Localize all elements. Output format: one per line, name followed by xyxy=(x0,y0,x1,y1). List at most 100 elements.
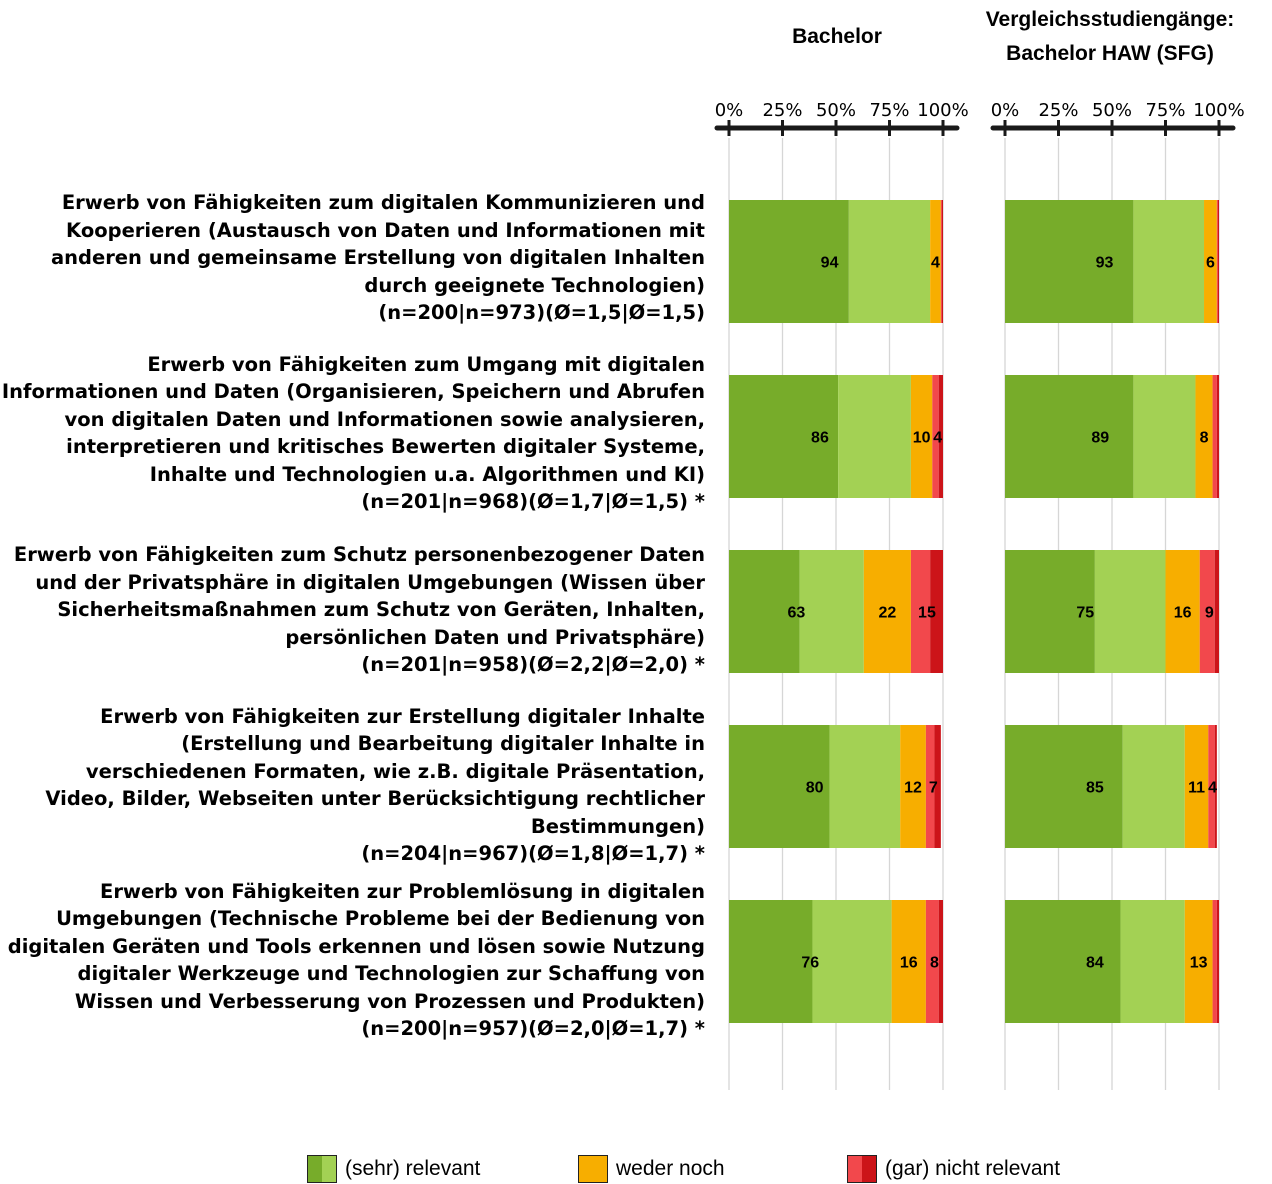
data-label: 9 xyxy=(1205,605,1214,622)
bar-segment xyxy=(1120,900,1185,1023)
bar-segment xyxy=(930,550,943,673)
bar-segment xyxy=(1165,550,1200,673)
bar-segment xyxy=(1133,200,1205,323)
bar-segment xyxy=(799,550,864,673)
bar-segment xyxy=(1212,375,1217,498)
legend-item: (gar) nicht relevant xyxy=(847,1154,1060,1184)
tick-label: 100% xyxy=(1193,100,1244,121)
bar-segment xyxy=(1122,725,1185,848)
tick-label: 0% xyxy=(715,100,744,121)
data-label: 8 xyxy=(1200,430,1209,447)
data-label: 4 xyxy=(1208,780,1217,797)
bar-segment xyxy=(1208,725,1215,848)
bar-segment xyxy=(925,900,939,1023)
legend-swatch xyxy=(578,1155,608,1183)
bar-segment xyxy=(1216,375,1219,498)
bar-segment xyxy=(1214,725,1217,848)
bar-segment xyxy=(1005,200,1134,323)
bar-segment xyxy=(1005,375,1134,498)
bar-segment xyxy=(938,900,943,1023)
legend-item: weder noch xyxy=(578,1154,725,1184)
legend-swatch xyxy=(847,1155,877,1183)
bar-segment xyxy=(729,200,849,323)
tick-label: 100% xyxy=(917,100,968,121)
data-label: 76 xyxy=(801,955,819,972)
data-label: 10 xyxy=(913,430,931,447)
bar-segment xyxy=(1199,550,1215,673)
bar-segment xyxy=(1005,900,1121,1023)
tick-label: 25% xyxy=(1038,100,1078,121)
data-label: 22 xyxy=(878,605,896,622)
bar-segment xyxy=(1204,200,1217,323)
data-label: 16 xyxy=(900,955,918,972)
bar-segment xyxy=(1005,725,1123,848)
data-label: 93 xyxy=(1096,255,1114,272)
bar-segment xyxy=(1133,375,1196,498)
data-label: 16 xyxy=(1174,605,1192,622)
bar-segment xyxy=(863,550,911,673)
tick-label: 25% xyxy=(762,100,802,121)
bar-segment xyxy=(900,725,926,848)
data-label: 94 xyxy=(821,255,839,272)
data-label: 75 xyxy=(1076,605,1094,622)
bar-segment xyxy=(729,550,800,673)
category-label: Erwerb von Fähigkeiten zum digitalen Kom… xyxy=(50,191,705,325)
data-label: 7 xyxy=(929,780,938,797)
data-label: 12 xyxy=(904,780,922,797)
data-label: 13 xyxy=(1190,955,1208,972)
data-label: 8 xyxy=(930,955,939,972)
bar-segment xyxy=(729,375,839,498)
data-label: 89 xyxy=(1091,430,1109,447)
bar-segment xyxy=(940,200,942,323)
bar-segment xyxy=(934,725,941,848)
bar-segment xyxy=(925,725,935,848)
bar-segment xyxy=(910,550,931,673)
data-label: 80 xyxy=(806,780,824,797)
bar-segment xyxy=(1217,200,1219,323)
legend-label: (gar) nicht relevant xyxy=(885,1157,1061,1180)
panel-title: Vergleichsstudiengänge: Bachelor HAW (SFG… xyxy=(985,8,1235,65)
data-label: 11 xyxy=(1188,780,1205,797)
category-label: Erwerb von Fähigkeiten zum Umgang mit di… xyxy=(1,352,705,514)
bar-segment xyxy=(848,200,931,323)
data-label: 6 xyxy=(1206,255,1215,272)
bar-segment xyxy=(1094,550,1166,673)
bar-segment xyxy=(729,725,830,848)
legend-item: (sehr) relevant xyxy=(307,1154,480,1184)
bar-segment xyxy=(812,900,892,1023)
tick-label: 0% xyxy=(991,100,1020,121)
bar-segment xyxy=(838,375,911,498)
bar-segment xyxy=(1214,550,1219,673)
data-label: 4 xyxy=(931,255,940,272)
tick-label: 50% xyxy=(1092,100,1132,121)
bar-segment xyxy=(891,900,926,1023)
bar-segment xyxy=(938,375,943,498)
panel-title: Bachelor xyxy=(792,25,882,48)
category-label: Erwerb von Fähigkeiten zur Erstellung di… xyxy=(45,704,705,866)
data-label: 86 xyxy=(811,430,829,447)
tick-label: 75% xyxy=(1145,100,1185,121)
bar-segment xyxy=(1005,550,1095,673)
category-label: Erwerb von Fähigkeiten zur Problemlösung… xyxy=(7,879,705,1041)
bar-segment xyxy=(1212,900,1217,1023)
bar-segment xyxy=(729,900,813,1023)
legend-swatch xyxy=(307,1155,337,1183)
bar-segment xyxy=(1216,900,1219,1023)
data-label: 85 xyxy=(1086,780,1104,797)
data-label: 4 xyxy=(933,430,942,447)
legend-label: weder noch xyxy=(616,1157,725,1180)
bar-segment xyxy=(932,375,939,498)
category-label: Erwerb von Fähigkeiten zum Schutz person… xyxy=(13,543,705,677)
bar-segment xyxy=(829,725,901,848)
bar-segment xyxy=(1184,725,1209,848)
legend-label: (sehr) relevant xyxy=(345,1157,481,1180)
data-label: 15 xyxy=(918,605,936,622)
tick-label: 75% xyxy=(869,100,909,121)
bar-segment xyxy=(1184,900,1213,1023)
tick-label: 50% xyxy=(816,100,856,121)
bar-segment xyxy=(941,200,943,323)
data-label: 84 xyxy=(1086,955,1104,972)
bar-segment xyxy=(1195,375,1213,498)
bar-segment xyxy=(910,375,933,498)
